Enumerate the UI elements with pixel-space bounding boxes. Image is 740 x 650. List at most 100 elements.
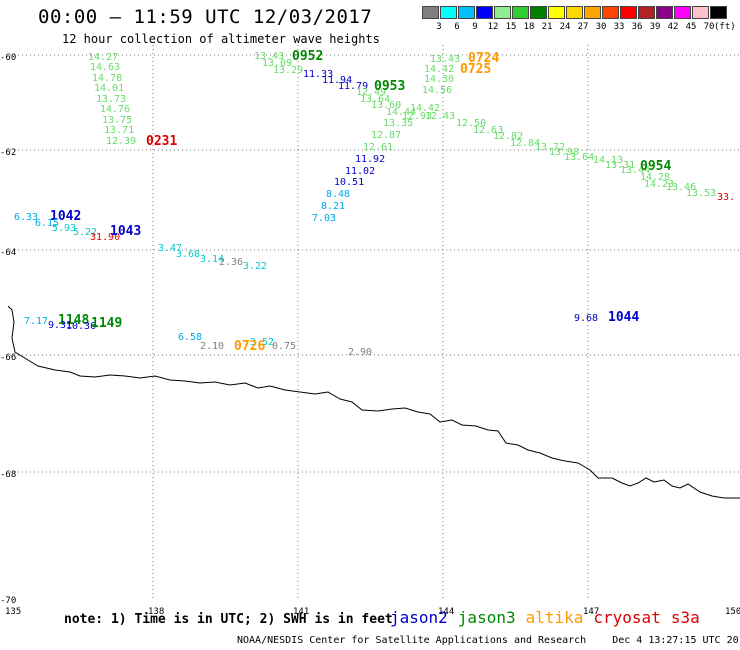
footer-note: note: 1) Time is in UTC; 2) SWH is in fe… bbox=[64, 612, 393, 627]
wave-height-value: 14.28 bbox=[640, 172, 670, 183]
color-scale-label: 39 bbox=[649, 22, 661, 32]
longitude-label: 147 bbox=[583, 607, 599, 617]
wave-height-value: 12.82 bbox=[493, 131, 523, 142]
wave-height-value: 3.22 bbox=[243, 261, 267, 272]
color-swatch bbox=[710, 6, 727, 19]
color-swatch bbox=[548, 6, 565, 19]
wave-height-value: 14.78 bbox=[92, 73, 122, 84]
wave-height-value: 3.14 bbox=[200, 254, 224, 265]
color-scale-label: 45 bbox=[685, 22, 697, 32]
longitude-label: 150 bbox=[725, 607, 740, 617]
wave-height-value: 13.60 bbox=[371, 100, 401, 111]
wave-height-value: 14.27 bbox=[88, 52, 118, 63]
pass-time-label: 0954 bbox=[640, 159, 671, 174]
wave-height-value: 13.64 bbox=[564, 152, 594, 163]
wave-height-value: 13.29 bbox=[273, 65, 303, 76]
wave-height-value: 12.39 bbox=[106, 136, 136, 147]
color-scale-label: 42 bbox=[667, 22, 679, 32]
wave-height-value: 31.90 bbox=[90, 232, 120, 243]
pass-time-label: 0231 bbox=[146, 134, 177, 149]
map-title: 00:00 – 11:59 UTC 12/03/2017 bbox=[38, 6, 373, 28]
wave-height-value: 14.42 bbox=[424, 64, 454, 75]
wave-height-value: 13.46 bbox=[666, 182, 696, 193]
color-scale-label: 27 bbox=[577, 22, 589, 32]
color-swatch bbox=[692, 6, 709, 19]
antarctic-coastline bbox=[7, 305, 740, 499]
wave-height-value: 7.17 bbox=[24, 316, 48, 327]
legend-jason3: jason3 bbox=[457, 608, 516, 627]
pass-time-label: 0952 bbox=[292, 49, 323, 64]
satellite-legend: jason2 jason3 altika cryosat s3a bbox=[390, 608, 710, 627]
pass-time-label: 1149 bbox=[91, 316, 122, 331]
color-scale-label: 15 bbox=[505, 22, 517, 32]
color-scale-label: 30 bbox=[595, 22, 607, 32]
wave-height-value: 6.33 bbox=[14, 212, 38, 223]
pass-time-label: 0726 bbox=[234, 339, 265, 354]
wave-height-value: 13.43 bbox=[254, 51, 284, 62]
color-scale-label: 18 bbox=[523, 22, 535, 32]
latitude-label: -62 bbox=[0, 148, 16, 158]
wave-height-value: 13.72 bbox=[535, 142, 565, 153]
color-swatch bbox=[440, 6, 457, 19]
wave-height-value: 0.75 bbox=[272, 341, 296, 352]
legend-s3a: s3a bbox=[670, 608, 700, 627]
color-swatch bbox=[638, 6, 655, 19]
lat-lon-grid bbox=[10, 45, 740, 600]
pass-time-label: 1148 bbox=[58, 313, 89, 328]
wave-height-value: 12.49 bbox=[356, 87, 386, 98]
wave-height-value: 14.44 bbox=[386, 107, 416, 118]
longitude-label: 144 bbox=[438, 607, 454, 617]
wave-height-value: 12.50 bbox=[456, 118, 486, 129]
axis-tick-labels: 135 138 141 144 147 150 -60 -62 -64 -66 -68 -70 bbox=[0, 53, 740, 617]
wave-height-value: 14.23 bbox=[644, 179, 674, 190]
wave-height-value: 13.64 bbox=[360, 94, 390, 105]
pass-time-label: 1043 bbox=[110, 224, 141, 239]
wave-height-value: 13.09 bbox=[262, 58, 292, 69]
color-scale-label: 9 bbox=[472, 22, 478, 32]
wave-height-value: 12.43 bbox=[425, 111, 455, 122]
color-scale-label: 3 bbox=[436, 22, 442, 32]
wave-height-value: 11.92 bbox=[355, 154, 385, 165]
wave-height-value: 3.47 bbox=[158, 243, 182, 254]
wave-height-value: 12.93 bbox=[402, 111, 432, 122]
wave-height-value: 5.22 bbox=[73, 227, 97, 238]
wave-height-value: 5.93 bbox=[52, 223, 76, 234]
wave-height-value: 14.42 bbox=[410, 103, 440, 114]
color-swatch bbox=[476, 6, 493, 19]
wave-height-value: 14.01 bbox=[94, 83, 124, 94]
wave-height-value: 13.44 bbox=[620, 165, 650, 176]
color-swatch bbox=[656, 6, 673, 19]
color-swatch bbox=[620, 6, 637, 19]
color-swatch bbox=[494, 6, 511, 19]
legend-altika: altika bbox=[525, 608, 584, 627]
wave-height-value: 3.52 bbox=[250, 337, 274, 348]
wave-height-value: 14.56 bbox=[422, 85, 452, 96]
color-swatch bbox=[422, 6, 439, 19]
wave-height-value: 2.36 bbox=[219, 257, 243, 268]
pass-time-label: 0725 bbox=[460, 62, 491, 77]
color-scale-label: 21 bbox=[541, 22, 553, 32]
color-swatch bbox=[674, 6, 691, 19]
wave-height-value: 9.68 bbox=[574, 313, 598, 324]
wave-height-value: 13.43 bbox=[430, 54, 460, 65]
wave-height-value: 2.90 bbox=[348, 347, 372, 358]
longitude-label: 138 bbox=[148, 607, 164, 617]
color-swatch bbox=[584, 6, 601, 19]
wave-height-value: 12.87 bbox=[371, 130, 401, 141]
wave-height-value: 10.36 bbox=[66, 321, 96, 332]
wave-height-value: 6.15 bbox=[35, 218, 59, 229]
pass-time-label: 1042 bbox=[50, 209, 81, 224]
wave-height-value: 13.71 bbox=[104, 125, 134, 136]
legend-jason2: jason2 bbox=[390, 608, 448, 627]
wave-height-value: 11.02 bbox=[345, 166, 375, 177]
wave-height-value: 12.61 bbox=[363, 142, 393, 153]
credit-text: NOAA/NESDIS Center for Satellite Applica… bbox=[237, 635, 587, 646]
color-swatch bbox=[458, 6, 475, 19]
wave-height-value: 13.53 bbox=[686, 188, 716, 199]
wave-height-value: 8.21 bbox=[321, 201, 345, 212]
wave-height-value: 6.58 bbox=[178, 332, 202, 343]
wave-height-value: 14.30 bbox=[424, 74, 454, 85]
color-scale-unit: (ft) bbox=[714, 22, 736, 32]
wave-height-value: 11.79 bbox=[338, 81, 368, 92]
latitude-label: -60 bbox=[0, 53, 16, 63]
